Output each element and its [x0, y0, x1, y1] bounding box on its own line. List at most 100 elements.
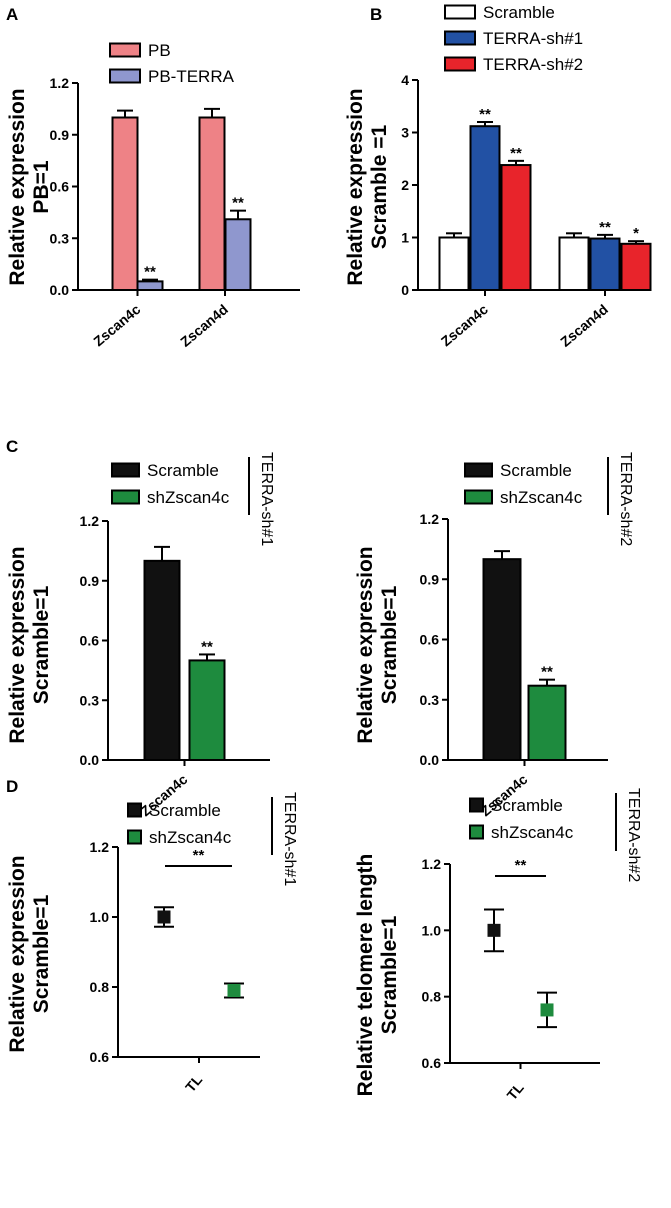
chart-3-legend-swatch: [111, 489, 140, 505]
chart-2-legend-label: TERRA-sh#2: [483, 55, 583, 74]
panel-letter-c: C: [6, 437, 18, 456]
chart-2-bar: [589, 237, 621, 292]
chart-3-y-tick-label: 1.2: [80, 513, 100, 529]
chart-4-legend-label: Scramble: [500, 461, 572, 480]
chart-3-y-tick-label: 0.0: [80, 752, 100, 768]
chart-5-x-tick-label: TL: [182, 1071, 206, 1095]
chart-4-y-tick-label: 0.9: [420, 571, 440, 587]
chart-1-x-tick-label: Zscan4d: [177, 301, 231, 350]
chart-2-legend-swatch: [444, 4, 476, 20]
chart-4-y-tick-label: 0.6: [420, 632, 440, 648]
chart-2-legend-label: Scramble: [483, 3, 555, 22]
chart-4-bar: [527, 684, 567, 761]
chart-6-y-tick-label: 0.8: [422, 989, 442, 1005]
chart-2-legend-swatch: [444, 56, 476, 72]
chart-6-sig-label: **: [515, 857, 527, 874]
chart-2-bar: [469, 125, 501, 291]
chart-5-condition-label: TERRA-sh#1: [281, 792, 298, 886]
chart-2-sig-label: **: [599, 219, 611, 236]
chart-2-sig-label: **: [510, 145, 522, 162]
chart-4-legend-swatch: [464, 489, 493, 505]
chart-6-point: [540, 1003, 554, 1017]
chart-1-y-tick-label: 1.2: [50, 75, 70, 91]
chart-2-bar: [558, 236, 590, 291]
chart-2-bar: [438, 236, 470, 291]
chart-1-y-tick-label: 0.6: [50, 179, 70, 195]
chart-5-y-label: Relative expression: [6, 855, 29, 1052]
chart-5-y-tick-label: 0.6: [90, 1049, 110, 1065]
chart-1-legend-swatch: [109, 42, 141, 58]
chart-1-sig-label: **: [232, 195, 244, 212]
chart-4-legend-label: shZscan4c: [500, 488, 583, 507]
chart-6-legend-swatch: [469, 824, 484, 840]
chart-1-legend-label: PB: [148, 41, 171, 60]
chart-4-y-tick-label: 0.3: [420, 692, 440, 708]
chart-2-sig-label: **: [479, 106, 491, 123]
chart-6-legend-swatch: [469, 797, 484, 813]
chart-1-x-tick-label: Zscan4c: [90, 301, 143, 349]
chart-6-y-tick-label: 1.0: [422, 922, 442, 938]
chart-5-point: [227, 984, 241, 997]
chart-2-x-tick-label: Zscan4d: [557, 301, 611, 350]
chart-3-y-tick-label: 0.6: [80, 633, 100, 649]
chart-2-bar: [620, 242, 652, 292]
chart-6-x-tick-label: TL: [504, 1079, 528, 1103]
chart-2-x-tick-label: Zscan4c: [438, 301, 491, 349]
chart-6-condition-label: TERRA-sh#2: [625, 788, 642, 882]
chart-1-sig-label: **: [144, 264, 156, 281]
chart-5-legend-swatch: [127, 829, 142, 845]
chart-1-y-label: PB=1: [30, 160, 53, 213]
chart-4-y-label: Relative expression: [354, 546, 377, 743]
panel-letter-d: D: [6, 777, 18, 796]
chart-4-y-tick-label: 1.2: [420, 511, 440, 527]
chart-2-y-tick-label: 4: [401, 72, 409, 88]
chart-2-y-label: Relative expression: [344, 88, 367, 285]
chart-5-sig-label: **: [193, 847, 205, 864]
chart-3-legend-swatch: [111, 462, 140, 478]
chart-4-sig-label: **: [541, 664, 553, 681]
chart-5-y-tick-label: 1.2: [90, 839, 110, 855]
chart-1-y-tick-label: 0.9: [50, 127, 70, 143]
chart-4-bar: [482, 558, 522, 762]
chart-3-y-label: Scramble=1: [30, 585, 53, 704]
chart-3-legend-label: shZscan4c: [147, 488, 230, 507]
chart-5-y-label: Scramble=1: [30, 894, 53, 1013]
chart-1-bar: [136, 280, 164, 291]
chart-3-bar: [143, 559, 181, 761]
panel-letter-b: B: [370, 5, 382, 24]
chart-5-point: [157, 910, 171, 924]
chart-2-y-tick-label: 2: [401, 177, 409, 193]
chart-5-y-tick-label: 1.0: [90, 909, 110, 925]
chart-6-legend-label: shZscan4c: [491, 823, 574, 842]
chart-5-legend-label: shZscan4c: [149, 828, 232, 847]
chart-1-y-tick-label: 0.3: [50, 230, 70, 246]
chart-6-point: [487, 923, 501, 937]
chart-1-bar: [111, 116, 139, 291]
chart-4-legend-swatch: [464, 462, 493, 478]
chart-3-y-tick-label: 0.3: [80, 692, 100, 708]
chart-2-y-tick-label: 1: [401, 230, 409, 246]
chart-3-y-tick-label: 0.9: [80, 573, 100, 589]
chart-4-condition-label: TERRA-sh#2: [617, 452, 634, 546]
chart-1-y-tick-label: 0.0: [50, 282, 70, 298]
chart-3-y-label: Relative expression: [6, 546, 29, 743]
chart-6-y-tick-label: 1.2: [422, 856, 442, 872]
chart-3-bar: [188, 659, 226, 762]
panel-letter-a: A: [6, 5, 18, 24]
chart-6-y-tick-label: 0.6: [422, 1055, 442, 1071]
chart-6-legend-label: Scramble: [491, 796, 563, 815]
chart-6-y-label: Relative telomere length: [354, 854, 377, 1097]
chart-4-y-tick-label: 0.0: [420, 752, 440, 768]
chart-4-y-label: Scramble=1: [378, 585, 401, 704]
chart-3-condition-label: TERRA-sh#1: [258, 452, 275, 546]
chart-2-legend-label: TERRA-sh#1: [483, 29, 583, 48]
chart-2-sig-label: *: [633, 225, 639, 242]
chart-1-legend-swatch: [109, 68, 141, 84]
chart-6-y-label: Scramble=1: [378, 915, 401, 1034]
chart-3-legend-label: Scramble: [147, 461, 219, 480]
chart-1-legend-label: PB-TERRA: [148, 67, 235, 86]
chart-1-bar: [198, 116, 226, 291]
chart-3-sig-label: **: [201, 638, 213, 655]
chart-2-legend-swatch: [444, 30, 476, 46]
